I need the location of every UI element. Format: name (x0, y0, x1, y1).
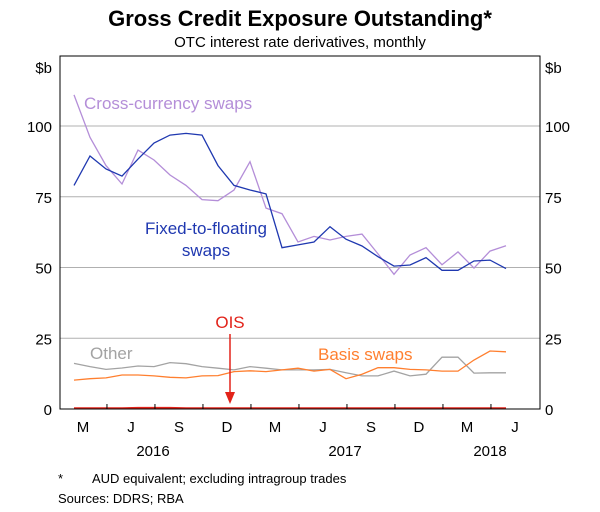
y-tick-label-right: 0 (545, 402, 553, 419)
x-tick-label: M (77, 419, 90, 436)
y-axis-label-right: $b (545, 60, 562, 77)
plot-frame (59, 55, 541, 410)
label-other: Other (90, 344, 133, 363)
series-line-cross-currency-swaps (73, 94, 507, 276)
label-fixed-line2: swaps (182, 241, 230, 260)
series-line-fixed-to-floating-swaps (73, 132, 507, 271)
x-year-label: 2018 (473, 443, 506, 460)
x-year-label: 2016 (136, 443, 169, 460)
x-year-label: 2017 (328, 443, 361, 460)
footnote-marker: * (58, 471, 63, 486)
chart-subtitle: OTC interest rate derivatives, monthly (174, 34, 426, 51)
chart-title: Gross Credit Exposure Outstanding* (108, 6, 492, 31)
y-tick-label-left: 25 (35, 331, 52, 348)
y-tick-label-left: 0 (44, 402, 52, 419)
x-tick-label: J (511, 419, 519, 436)
y-tick-label-right: 100 (545, 119, 570, 136)
y-tick-label-right: 50 (545, 261, 562, 278)
ois-arrow-head (225, 392, 235, 404)
x-tick-label: S (174, 419, 184, 436)
x-tick-label: M (461, 419, 474, 436)
label-fixed-line1: Fixed-to-floating (145, 219, 267, 238)
x-tick-label: J (127, 419, 135, 436)
footnote: AUD equivalent; excluding intragroup tra… (92, 471, 347, 486)
label-basis: Basis swaps (318, 345, 412, 364)
label-ois: OIS (215, 313, 244, 332)
y-tick-label-left: 50 (35, 261, 52, 278)
x-tick-label: J (319, 419, 327, 436)
x-tick-label: D (414, 419, 425, 436)
label-cross-currency: Cross-currency swaps (84, 94, 252, 113)
x-tick-label: S (366, 419, 376, 436)
sources: Sources: DDRS; RBA (58, 491, 184, 506)
y-tick-label-left: 100 (27, 119, 52, 136)
x-tick-label: D (222, 419, 233, 436)
series-line-other (73, 356, 506, 377)
y-tick-label-left: 75 (35, 190, 52, 207)
y-tick-label-right: 25 (545, 331, 562, 348)
series-line-basis-swaps (73, 350, 507, 381)
y-axis-label-left: $b (35, 60, 52, 77)
x-tick-label: M (269, 419, 282, 436)
y-tick-label-right: 75 (545, 190, 562, 207)
